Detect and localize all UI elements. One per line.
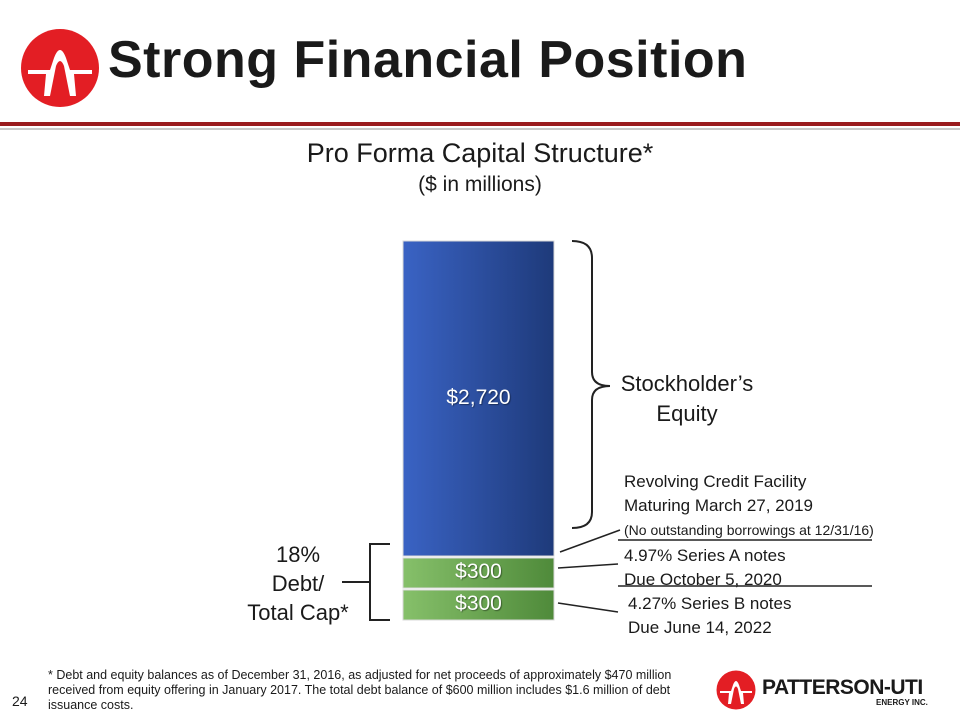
bar-label-equity: $2,720: [446, 385, 511, 409]
revolver-annotation: Revolving Credit Facility Maturing March…: [624, 472, 874, 538]
page-title: Strong Financial Position: [108, 31, 748, 89]
footnote: * Debt and equity balances as of Decembe…: [48, 668, 672, 712]
header-divider-shadow: [0, 128, 960, 130]
series-b-annotation: 4.27% Series B notes Due June 14, 2022: [628, 594, 792, 637]
bar-label-series-a: $300: [455, 560, 502, 583]
bar-label-series-b: $300: [455, 592, 502, 615]
debt-bracket: [342, 543, 390, 621]
debt-ratio-annotation: 18% Debt/ Total Cap*: [247, 542, 349, 625]
revolver-leader-line: [559, 529, 621, 553]
company-logo-icon: [21, 29, 99, 107]
bar-series-b-notes: [402, 589, 555, 621]
bar-series-a-notes: [402, 557, 555, 589]
brand-subtitle: ENERGY INC.: [876, 698, 928, 707]
series-a-leader-line: [557, 563, 619, 569]
equity-bracket: [571, 240, 611, 529]
chart-subtitle: ($ in millions): [418, 173, 542, 196]
brand-logo-icon: [716, 670, 756, 710]
equity-annotation: Stockholder’s Equity: [620, 371, 754, 426]
bar-stockholders-equity: [402, 240, 555, 557]
header-divider: [0, 122, 960, 126]
page-number: 24: [12, 693, 28, 709]
series-b-leader-line: [557, 602, 619, 613]
series-a-annotation: 4.97% Series A notes Due October 5, 2020: [624, 546, 786, 589]
chart-title: Pro Forma Capital Structure*: [306, 138, 654, 168]
brand-name: PATTERSON-UTI: [762, 676, 923, 699]
